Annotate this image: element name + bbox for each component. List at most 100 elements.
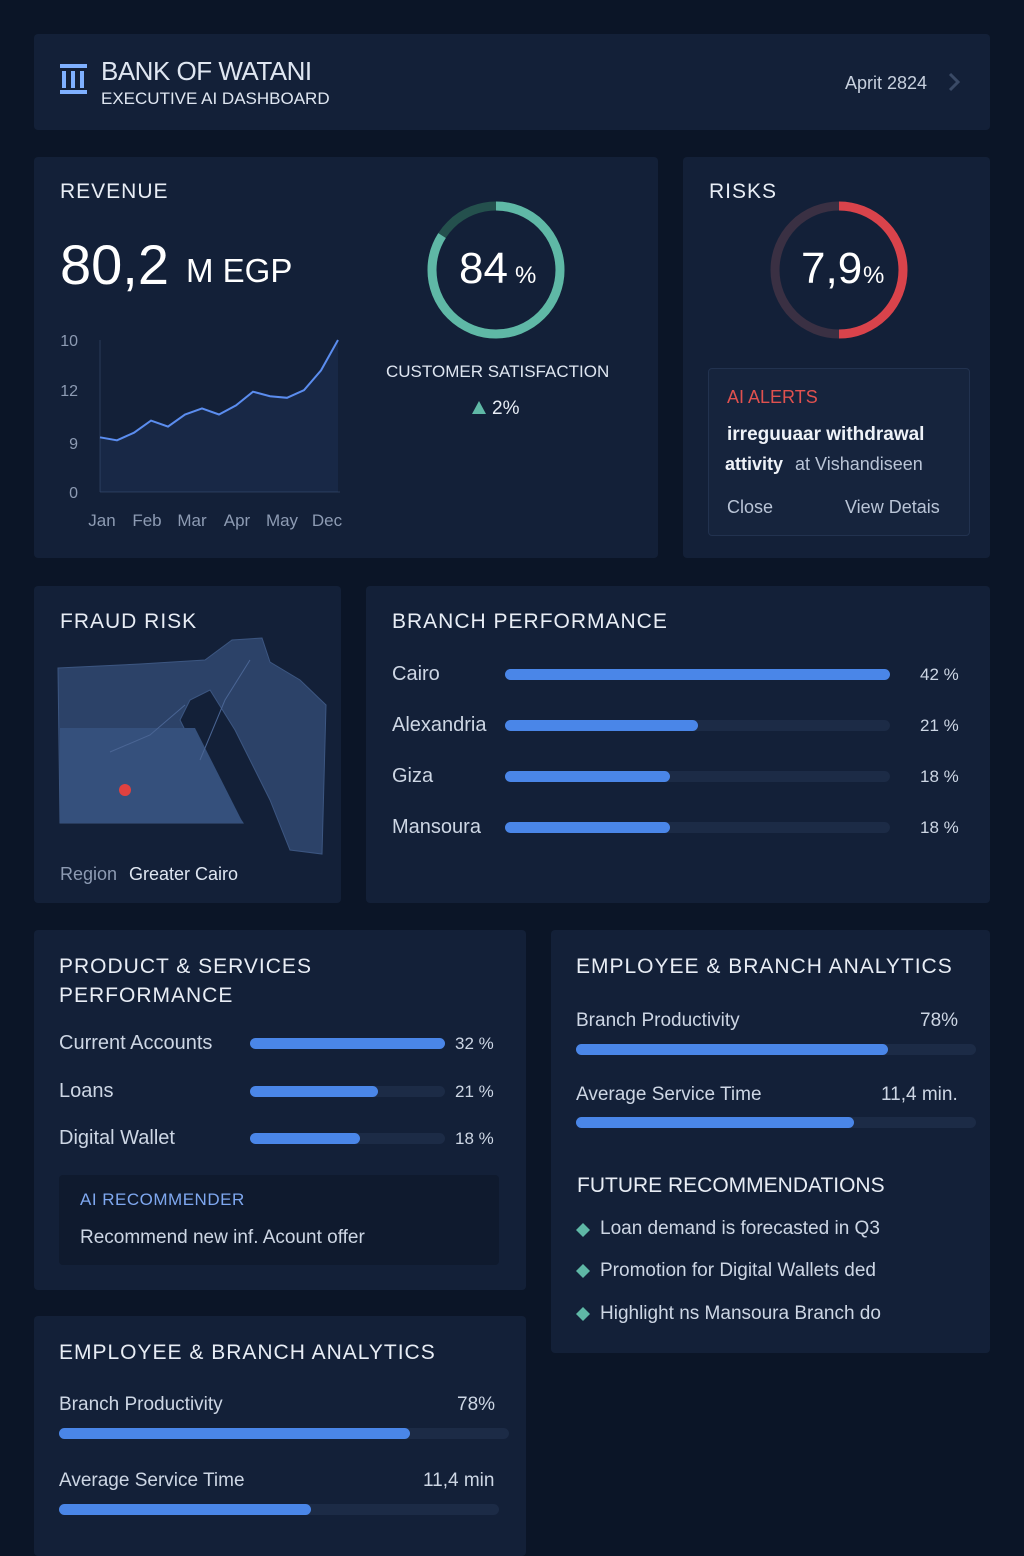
revenue-amount: 80,2 [60,233,169,296]
bar-decoration [576,1117,854,1128]
bar-track [505,771,890,782]
row-name: Cairo [392,663,440,685]
header-subtitle: EXECUTIVE AI DASHBOARD [101,89,330,108]
row-name: Mansoura [392,816,481,838]
recommender-box [59,1175,499,1265]
header-title: BANK OF WATANI [101,56,312,86]
map [57,637,327,855]
recommender-text: Recommend new inf. Acount offer [80,1227,365,1248]
alert-text: attivity [725,454,784,474]
risk-unit: % [863,262,885,289]
metric-name: Average Service Time [576,1084,762,1105]
metric-name: Branch Productivity [576,1010,740,1031]
row-name: Digital Wallet [59,1127,175,1149]
risk-value: 7,9 [801,244,863,293]
row-value: 32 % [455,1034,494,1053]
up-arrow [472,401,486,414]
y-tick-label: 9 [69,436,78,453]
panel-title: RISKS [709,180,778,203]
y-tick-label: 10 [60,333,78,350]
bar [505,822,670,833]
row-name: Current Accounts [59,1032,213,1054]
row-value: 18 % [920,767,959,786]
bar [250,1038,445,1049]
panel-title: EMPLOYEE & BRANCH ANALYTICS [59,1341,436,1364]
metric-value: 78% [920,1010,959,1031]
bar-track [505,669,890,680]
risk-ring-arc [838,201,908,339]
bar-track [576,1044,976,1055]
region: Greater Cairo [129,864,239,884]
row-value: 42 % [920,665,959,684]
metric-value: 78% [457,1394,496,1415]
bar [505,771,670,782]
panel-title: PRODUCT & SERVICES [59,955,312,978]
metric-name: Average Service Time [59,1470,245,1491]
panel-title: FRAUD RISK [60,610,198,633]
bar-track [250,1133,445,1144]
line-area [100,340,338,492]
bar-track [505,822,890,833]
revenue-panel [34,157,658,558]
bar-track [576,1117,976,1128]
bar-track [59,1428,509,1439]
bar [505,669,890,680]
gauge-title: CUSTOMER SATISFACTION [386,362,610,381]
diamonds [576,1223,590,1321]
gauge-value: 84 [459,244,508,293]
panel-title: PERFORMANCE [59,984,234,1007]
bar [505,720,698,731]
bar [59,1428,410,1439]
row-value: 21 % [455,1081,494,1101]
date: Aprit 2824 [845,73,928,93]
x-tick-label: May [266,511,299,530]
bar [250,1085,378,1097]
recommendation: Highlight ns Mansoura Branch do [600,1303,881,1324]
gauge-unit: % [515,262,537,289]
bar-decoration [59,1504,311,1515]
recommendation: Loan demand is forecasted in Q3 [600,1218,880,1239]
alert-title: AI ALERTS [727,387,818,407]
alert-text: at Vishandiseen [795,454,923,474]
row-name: Alexandria [392,714,487,736]
bar-track [250,1085,445,1097]
panel-title: REVENUE [60,180,169,203]
region-label: Region [60,864,118,884]
close-button[interactable]: Close [727,497,774,517]
alerts-box [708,368,970,536]
analytics-right-panel [551,930,990,1353]
chevron [948,72,961,92]
y-tick-label: 12 [60,383,78,400]
x-tick-label: Apr [224,511,251,530]
recommender-title: AI RECOMMENDER [80,1190,245,1209]
row-value: 18 % [920,818,959,837]
bar-track [250,1038,445,1049]
x-tick-label: Dec [312,511,343,530]
metric-value: 11,4 min [423,1470,495,1491]
panel-title: EMPLOYEE & BRANCH ANALYTICS [576,955,953,978]
bar-track [505,720,890,731]
details-button[interactable]: View Detais [845,497,940,517]
panel-title: BRANCH PERFORMANCE [392,610,668,633]
alert-text: irreguuaar withdrawal [727,424,925,445]
row-name: Giza [392,765,434,787]
bar [250,1133,360,1144]
metric-value: 11,4 min. [881,1084,958,1105]
revenue-unit: M EGP [186,252,293,289]
x-tick-label: Feb [132,511,161,530]
y-tick-label: 0 [69,485,78,502]
x-tick-label: Jan [88,511,115,530]
branch-panel [366,586,990,903]
section-title: FUTURE RECOMMENDATIONS [577,1174,885,1197]
bar [576,1044,888,1055]
bar-track [59,1504,499,1515]
line [99,339,339,442]
header-panel [34,34,990,130]
metric-name: Branch Productivity [59,1394,223,1415]
row-name: Loans [59,1079,114,1102]
row-value: 18 % [455,1129,494,1148]
change: 2% [492,398,520,419]
gauge-arc [427,201,565,339]
